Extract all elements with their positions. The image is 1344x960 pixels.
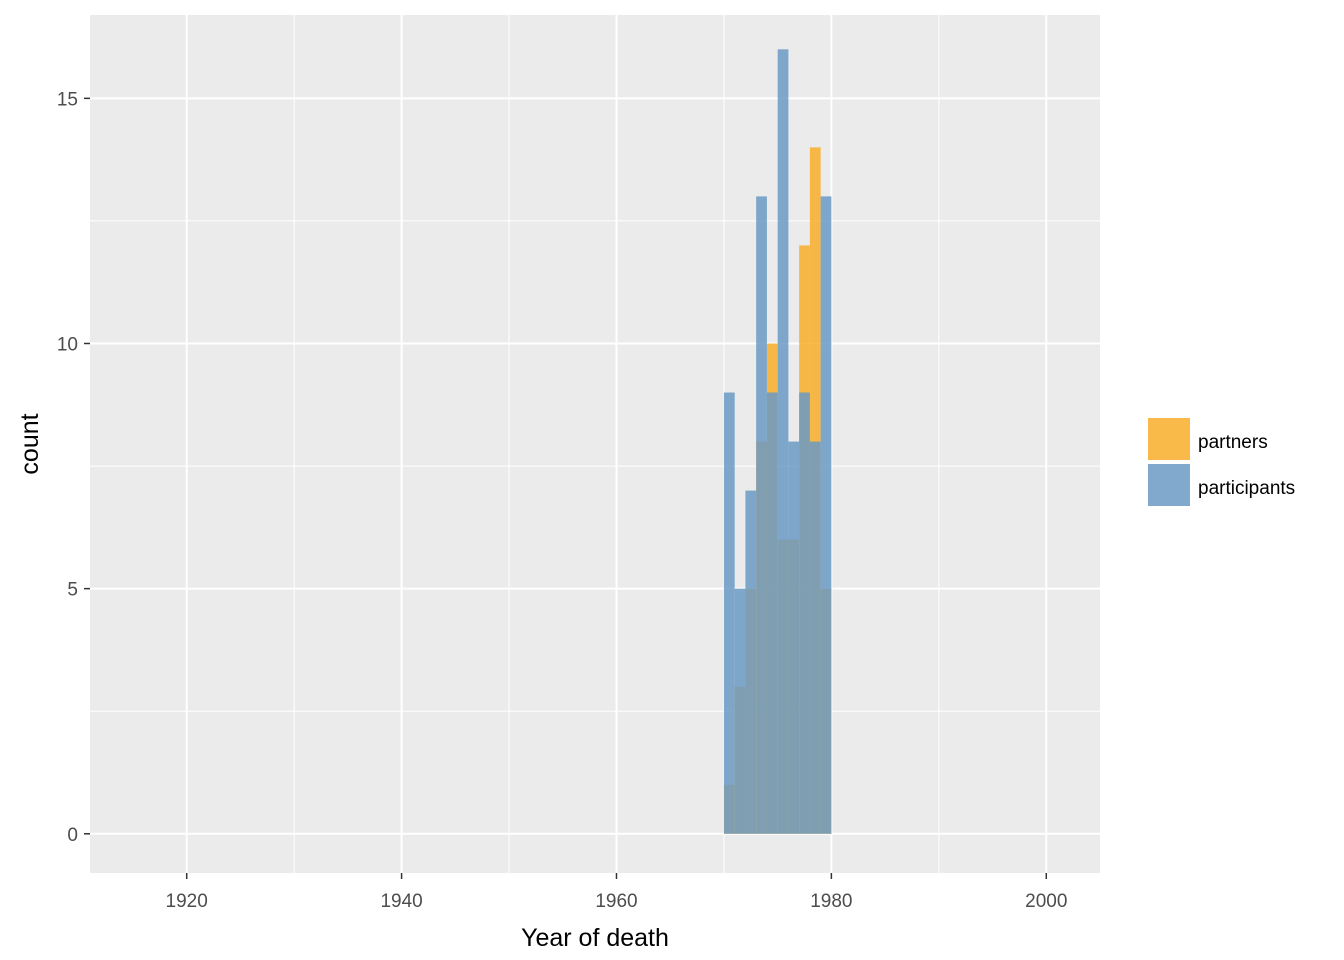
x-tick-label: 1940	[380, 891, 422, 912]
participants-bar	[756, 196, 767, 834]
x-tick-label: 1980	[810, 891, 852, 912]
histogram-bars	[723, 49, 832, 834]
legend-swatch-participants	[1148, 464, 1190, 506]
participants-bar	[766, 392, 778, 834]
x-tick-label: 2000	[1025, 891, 1067, 912]
participants-bar	[745, 490, 757, 834]
participants-bar	[723, 392, 735, 834]
x-tick-label: 1960	[595, 891, 637, 912]
x-axis: 1920 1940 1960 1980 2000	[166, 873, 1067, 912]
legend: partners participants	[1148, 418, 1295, 506]
legend-label-participants: participants	[1198, 478, 1295, 499]
participants-bar	[799, 392, 810, 834]
minor-gridlines	[90, 15, 1100, 873]
legend-swatch-partners	[1148, 418, 1190, 460]
participants-bar	[809, 441, 821, 834]
participants-series	[723, 49, 832, 834]
y-axis-title: count	[16, 413, 44, 474]
participants-bar	[734, 588, 746, 834]
y-tick-label: 15	[57, 89, 78, 110]
y-axis: 0 5 10 15	[57, 89, 90, 846]
participants-bar	[820, 196, 832, 834]
legend-label-partners: partners	[1198, 432, 1268, 453]
plot-panel	[90, 15, 1100, 873]
x-tick-label: 1920	[166, 891, 208, 912]
x-axis-title: Year of death	[521, 924, 669, 952]
y-tick-label: 10	[57, 334, 78, 355]
y-tick-label: 5	[67, 580, 78, 601]
major-gridlines	[90, 15, 1100, 873]
y-tick-label: 0	[67, 825, 78, 846]
participants-bar	[777, 49, 789, 834]
participants-bar	[788, 441, 800, 834]
